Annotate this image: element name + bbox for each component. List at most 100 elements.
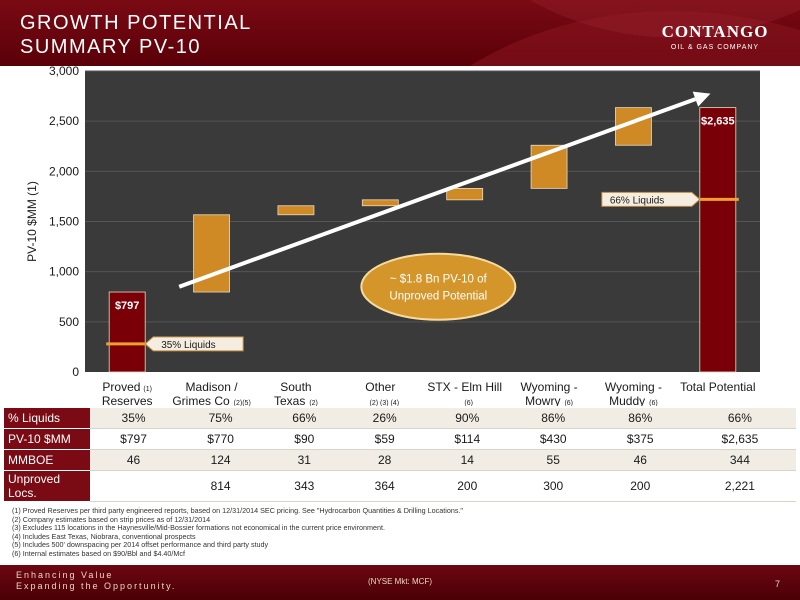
bar-7 [699, 107, 737, 373]
tagline-line-1: Enhancing Value [16, 570, 114, 580]
table-cell: 344 [683, 449, 796, 471]
table-cell: 86% [509, 408, 597, 429]
table-cell: 364 [344, 470, 425, 502]
table-cell: 31 [264, 449, 345, 471]
table-row: Unproved Locs. 814 343 364 200 300 200 2,221 [4, 470, 796, 502]
x-tick-label-line-2: Mowry (6) [525, 394, 573, 406]
x-tick-footnote: (6) [649, 400, 658, 406]
x-tick-label: Madison / [186, 380, 239, 394]
table-cell: 814 [177, 470, 265, 502]
chart-panel: 0 500 1,000 1,500 2,000 2,500 3,000 PV-10 $MM (… [0, 64, 800, 408]
table-cell: 35% [90, 408, 178, 429]
table-cell: 90% [424, 408, 510, 429]
table-cell: 14 [424, 449, 510, 471]
liquids-callout-label: 66% Liquids [610, 195, 664, 206]
x-tick-label: Wyoming - [520, 380, 577, 394]
table-cell: $375 [596, 428, 684, 450]
table-cell: 28 [344, 449, 425, 471]
footnote-line: (2) Company estimates based on strip pri… [12, 514, 211, 524]
footer-banner: Enhancing Value Expanding the Opportunit… [0, 565, 800, 600]
page-title: GROWTH POTENTIAL SUMMARY PV-10 [20, 11, 252, 59]
table-row: MMBOE 46 124 31 28 14 55 46 344 [4, 449, 796, 471]
table-cell [90, 470, 178, 502]
x-tick-label-line-2: Muddy (6) [609, 394, 658, 406]
table-cell: $797 [90, 428, 178, 450]
bar-4 [446, 187, 484, 201]
header-banner: GROWTH POTENTIAL SUMMARY PV-10 CONTANGO … [0, 0, 800, 66]
x-tick-footnote: (6) [464, 400, 473, 406]
x-tick-label: Total Potential [680, 380, 755, 394]
table-cell: 55 [509, 449, 597, 471]
table-cell: 26% [344, 408, 425, 429]
table-cell: 66% [264, 408, 345, 429]
table-cell: 75% [177, 408, 265, 429]
liquids-callout-label: 35% Liquids [161, 340, 215, 351]
x-tick-footnote: (2)(5) [234, 400, 251, 406]
row-header: PV-10 $MM [4, 428, 90, 450]
table-cell: 46 [90, 449, 178, 471]
waterfall-chart: 0 500 1,000 1,500 2,000 2,500 3,000 PV-10 $MM (… [25, 64, 760, 408]
bar-0 [108, 291, 146, 373]
x-tick-label-line-2: (2) (3) (4) [370, 400, 400, 406]
y-tick-label: 500 [59, 315, 79, 329]
ticker-text: (NYSE Mkt: MCF) [368, 577, 432, 586]
x-tick-footnote: (2) (3) (4) [370, 400, 400, 406]
table-cell: $770 [177, 428, 265, 450]
trend-arrow-shaft [178, 97, 697, 289]
x-tick-label-line-2: Texas (2) [274, 394, 318, 406]
tagline-line-2: Expanding the Opportunity. [16, 581, 177, 591]
y-tick-label: 2,000 [49, 164, 79, 178]
y-tick-label: 2,500 [49, 114, 79, 128]
table-row: % Liquids 35% 75% 66% 26% 90% 86% 86% 66% [4, 408, 796, 429]
annotation-line-2: Unproved Potential [389, 291, 487, 303]
y-tick-label: 0 [72, 365, 79, 379]
table-cell: 300 [509, 470, 597, 502]
trend-arrow-head [692, 91, 711, 107]
table-cell: $430 [509, 428, 597, 450]
footer-tagline: Enhancing Value Expanding the Opportunit… [16, 570, 176, 592]
table-row: PV-10 $MM $797 $770 $90 $59 $114 $430 $375 $2,63… [4, 428, 796, 450]
x-tick-label: STX - Elm Hill [427, 380, 502, 394]
x-tick-label: Other [365, 380, 395, 394]
x-tick-label: Proved (1) [102, 380, 152, 394]
bar-2 [277, 205, 315, 216]
table-cell: $2,635 [683, 428, 796, 450]
table-cell: $59 [344, 428, 425, 450]
x-tick-label-line-2: Reserves [102, 394, 153, 406]
bar-3 [361, 199, 399, 207]
footnote-line: (4) Includes East Texas, Niobrara, conve… [12, 531, 196, 541]
annotation-ellipse [360, 252, 517, 321]
data-table: % Liquids 35% 75% 66% 26% 90% 86% 86% 66% PV-10 $… [4, 408, 796, 502]
bar-value-label: $797 [115, 300, 139, 312]
annotation-line-1: ~ $1.8 Bn PV-10 of [390, 274, 488, 286]
logo-subtitle: OIL & GAS COMPANY [670, 44, 760, 51]
footnote-line: (5) Includes 500' downspacing per 2014 o… [12, 540, 269, 550]
title-line-1: GROWTH POTENTIAL [20, 12, 252, 34]
company-logo: CONTANGO OIL & GAS COMPANY [640, 22, 790, 51]
table-cell: 343 [264, 470, 345, 502]
footnote-line: (3) Excludes 115 locations in the Haynes… [12, 523, 385, 533]
table-cell: 2,221 [683, 470, 796, 502]
page-number: 7 [774, 579, 780, 589]
footnotes: (1) Proved Reserves per third party engi… [12, 506, 792, 559]
row-header: Unproved Locs. [4, 470, 90, 502]
header-swirl-decoration [470, 0, 800, 66]
y-axis-title: PV-10 $MM (1) [25, 181, 39, 262]
table-cell: 200 [596, 470, 684, 502]
logo-name: CONTANGO [661, 22, 769, 41]
x-tick-label-line-2: (6) [464, 400, 473, 406]
x-tick-label: South [280, 380, 311, 394]
y-tick-label: 1,000 [49, 265, 79, 279]
table-cell: 124 [177, 449, 265, 471]
table-cell: 86% [596, 408, 684, 429]
x-tick-footnote: (2) [309, 400, 318, 406]
table-cell: 46 [596, 449, 684, 471]
table-cell: $114 [424, 428, 510, 450]
liquids-callout-1 [601, 191, 701, 207]
table-cell: $90 [264, 428, 345, 450]
footnote-line: (1) Proved Reserves per third party engi… [12, 506, 463, 515]
x-tick-footnote: (6) [564, 400, 573, 406]
bar-value-label: $2,635 [701, 116, 735, 128]
title-line-2: SUMMARY PV-10 [20, 36, 202, 58]
x-tick-footnote: (1) [143, 386, 152, 393]
